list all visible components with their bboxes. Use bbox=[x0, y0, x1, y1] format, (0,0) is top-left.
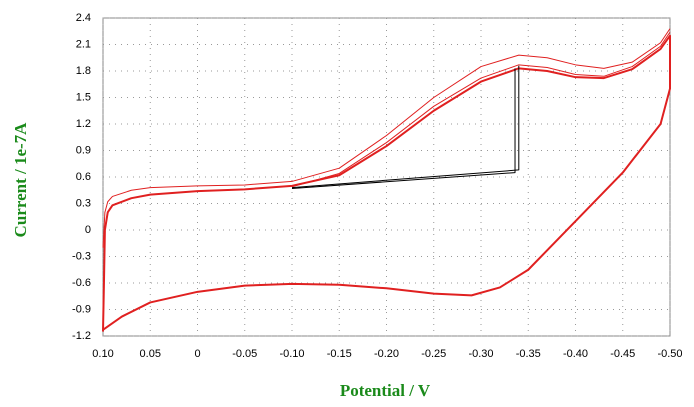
x-tick-label: -0.15 bbox=[327, 348, 352, 360]
x-tick-label: -0.10 bbox=[279, 348, 304, 360]
data-line bbox=[291, 68, 516, 189]
y-tick-label: -0.9 bbox=[72, 303, 91, 315]
y-tick-label: 2.4 bbox=[76, 12, 91, 24]
y-tick-label: -0.3 bbox=[72, 250, 91, 262]
x-tick-label: 0.05 bbox=[140, 348, 161, 360]
data-line bbox=[291, 65, 520, 189]
x-tick-label: 0 bbox=[194, 348, 200, 360]
plot-area bbox=[102, 17, 671, 337]
y-tick-label: 2.1 bbox=[76, 38, 91, 50]
x-tick-label: -0.05 bbox=[232, 348, 257, 360]
y-tick-label: 0.6 bbox=[76, 171, 91, 183]
x-tick-label: 0.10 bbox=[92, 348, 113, 360]
y-tick-label: 1.8 bbox=[76, 65, 91, 77]
y-tick-label: 0 bbox=[85, 224, 91, 236]
y-tick-label: 0.3 bbox=[76, 197, 91, 209]
y-tick-label: 1.5 bbox=[76, 91, 91, 103]
data-line bbox=[102, 34, 671, 332]
x-tick-label: -0.30 bbox=[468, 348, 493, 360]
y-tick-label: 1.2 bbox=[76, 118, 91, 130]
x-tick-label: -0.25 bbox=[421, 348, 446, 360]
data-line bbox=[291, 31, 671, 188]
x-tick-label: -0.50 bbox=[657, 348, 682, 360]
y-axis-title: Current / 1e-7A bbox=[11, 122, 30, 238]
x-axis-title: Potential / V bbox=[340, 381, 431, 400]
x-tick-label: -0.20 bbox=[374, 348, 399, 360]
y-tick-label: -1.2 bbox=[72, 330, 91, 342]
y-tick-label: -0.6 bbox=[72, 277, 91, 289]
y-tick-label: 0.9 bbox=[76, 144, 91, 156]
x-tick-label: -0.35 bbox=[516, 348, 541, 360]
data-line bbox=[102, 28, 671, 248]
x-tick-label: -0.40 bbox=[563, 348, 588, 360]
x-tick-label: -0.45 bbox=[610, 348, 635, 360]
